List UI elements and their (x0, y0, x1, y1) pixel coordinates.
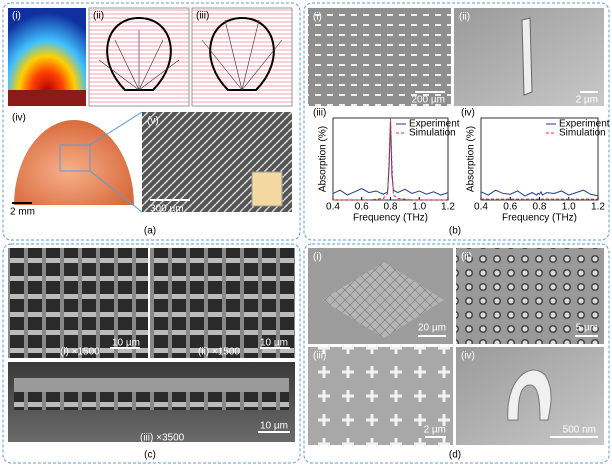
sub-label: (iii) (313, 351, 326, 362)
sub-label: (ii) (461, 252, 472, 263)
scale-label: 5 µm (576, 323, 598, 334)
sem-image (308, 347, 453, 445)
legend-label: Experiment (559, 119, 610, 130)
scale-label: 10 µm (260, 338, 288, 349)
panel-label: (d) (449, 450, 461, 461)
x-axis-label: Frequency (THz) (353, 213, 428, 224)
x-tick-label: 0.4 (474, 202, 488, 213)
nanostructure (507, 369, 552, 421)
panel-border (2, 243, 301, 464)
y-axis-label: Absorption (%) (318, 126, 329, 192)
caption: (iii) ×3500 (140, 433, 185, 444)
x-tick-label: 0.8 (384, 202, 398, 213)
inset (251, 171, 283, 207)
structure (14, 392, 289, 410)
scale-label: 2 µm (576, 95, 598, 106)
sub-label: (iv) (12, 113, 26, 124)
sub-label: (ii) (93, 11, 104, 22)
scale-label: 10 µm (260, 421, 288, 432)
sem-image (456, 347, 604, 445)
caption: (i) ×1500 (60, 347, 100, 358)
x-axis-label: Frequency (THz) (502, 213, 577, 224)
data-line (333, 117, 448, 201)
panel-border (303, 2, 610, 241)
scale-label: 2 mm (10, 207, 35, 218)
scale-label: 500 nm (563, 425, 596, 436)
panel-label: (a) (144, 226, 156, 237)
scale-label: 20 µm (418, 323, 446, 334)
panel-label: (b) (449, 226, 461, 237)
dome-lens (14, 120, 134, 205)
sem-image (150, 248, 295, 358)
legend-label: Simulation (559, 128, 606, 139)
sub-label: (ii) (459, 12, 470, 23)
zoom-box (59, 144, 91, 172)
panel-border (303, 243, 610, 464)
lens-outline (209, 16, 275, 91)
panel-border (2, 2, 301, 241)
sub-label: (i) (313, 252, 322, 263)
x-tick-label: 0.8 (533, 202, 547, 213)
data-line (480, 189, 599, 197)
scale-label: 200 µm (411, 95, 445, 106)
y-axis-label: Absorption (%) (466, 126, 477, 192)
zoom-line (89, 111, 143, 146)
substrate (8, 90, 86, 106)
x-tick-label: 1.0 (412, 202, 426, 213)
legend-label: Simulation (409, 128, 456, 139)
x-tick-label: 1.0 (562, 202, 576, 213)
sub-label: (iv) (461, 351, 475, 362)
x-tick-label: 1.2 (591, 202, 605, 213)
beam (14, 378, 289, 392)
caption: (ii) ×1500 (198, 347, 240, 358)
sem-image (456, 248, 604, 344)
scale-label: 10 µm (112, 338, 140, 349)
x-tick-label: 0.6 (355, 202, 369, 213)
sub-label: (iii) (313, 108, 326, 119)
legend-label: Experiment (409, 119, 460, 130)
sub-label: (iii) (196, 11, 209, 22)
simulation-image (8, 8, 86, 106)
field-image (191, 7, 293, 107)
panel-label: (c) (144, 450, 156, 461)
rays (98, 30, 180, 91)
sub-label: (v) (147, 116, 159, 127)
sem-image (8, 248, 148, 358)
x-tick-label: 0.4 (326, 202, 340, 213)
rays (201, 19, 283, 91)
array (322, 262, 444, 338)
x-tick-label: 1.2 (441, 202, 455, 213)
resonator (521, 17, 533, 96)
scale-label: 300 µm (150, 204, 184, 215)
x-tick-label: 0.6 (503, 202, 517, 213)
sub-label: (iv) (461, 108, 475, 119)
sem-image (308, 8, 451, 106)
zoom-line (89, 170, 143, 213)
sub-label: (i) (313, 12, 322, 23)
lens-outline (106, 16, 172, 91)
sub-label: (i) (12, 11, 21, 22)
plot-frame (480, 117, 599, 201)
scale-label: 2 µm (424, 425, 446, 436)
